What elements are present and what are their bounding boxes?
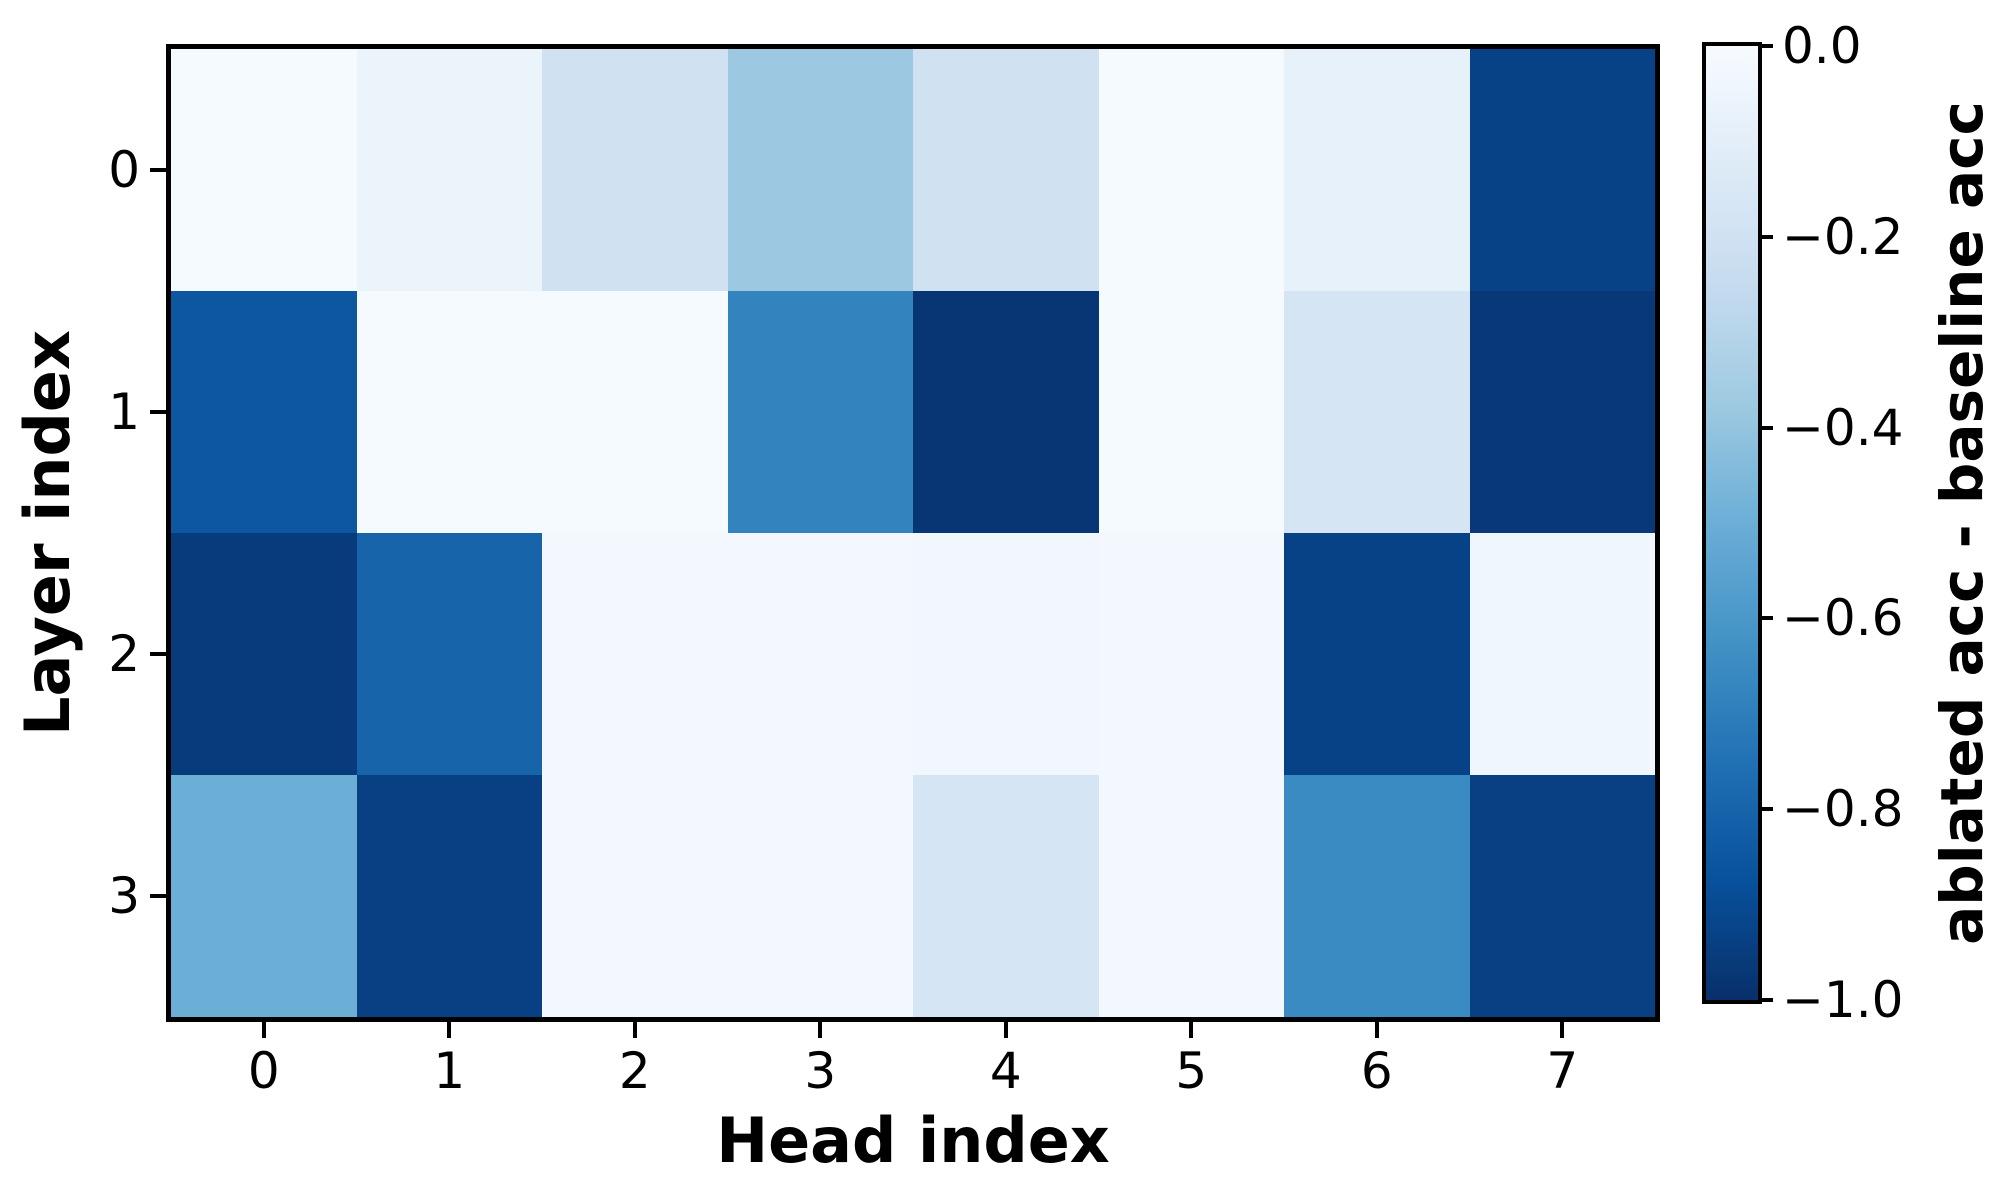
heatmap-cells [171, 49, 1655, 1017]
heatmap-cell [171, 533, 357, 775]
y-tick-mark [150, 652, 166, 656]
colorbar-tick-mark [1758, 234, 1773, 239]
heatmap-cell [1284, 775, 1470, 1017]
y-tick-label: 0 [108, 141, 140, 199]
x-tick-label: 6 [1360, 1042, 1393, 1100]
heatmap-cell [1284, 533, 1470, 775]
heatmap-cell [1469, 533, 1655, 775]
heatmap-cell [1098, 291, 1284, 533]
colorbar-tick-label: −0.8 [1782, 780, 1904, 839]
heatmap-cell [356, 533, 542, 775]
x-tick-mark [1003, 1022, 1008, 1038]
colorbar-tick-label: −0.6 [1782, 589, 1904, 648]
heatmap-cell [1469, 291, 1655, 533]
colorbar-tick-mark [1758, 998, 1773, 1002]
heatmap-cell [171, 775, 357, 1017]
colorbar [1702, 42, 1762, 1004]
heatmap-cell [1284, 49, 1470, 291]
colorbar-tick-mark [1758, 616, 1773, 621]
x-tick-label: 2 [618, 1042, 651, 1100]
x-tick-mark [261, 1022, 266, 1038]
colorbar-tick-mark [1758, 807, 1773, 812]
heatmap-cell [356, 775, 542, 1017]
heatmap-cell [913, 49, 1099, 291]
heatmap-cell [727, 533, 913, 775]
heatmap-cell [542, 291, 728, 533]
colorbar-tick-label: 0.0 [1782, 17, 1862, 75]
x-tick-mark [447, 1022, 452, 1038]
colorbar-tick-mark [1758, 44, 1773, 48]
heatmap-plot-area [166, 44, 1660, 1022]
heatmap-cell [1098, 49, 1284, 291]
heatmap-cell [1469, 49, 1655, 291]
heatmap-cell [1098, 533, 1284, 775]
colorbar-label: ablated acc - baseline acc [1928, 101, 1996, 945]
heatmap-cell [356, 49, 542, 291]
y-tick-label: 1 [108, 383, 140, 441]
heatmap-cell [171, 49, 357, 291]
y-tick-mark [150, 410, 166, 414]
x-tick-mark [818, 1022, 823, 1038]
x-tick-label: 1 [433, 1042, 466, 1100]
y-tick-mark [150, 168, 166, 172]
heatmap-cell [913, 533, 1099, 775]
y-tick-label: 3 [108, 867, 140, 925]
x-tick-label: 4 [989, 1042, 1022, 1100]
x-tick-label: 7 [1546, 1042, 1579, 1100]
x-tick-mark [632, 1022, 637, 1038]
colorbar-tick-label: −0.2 [1782, 207, 1904, 266]
heatmap-cell [1284, 291, 1470, 533]
x-tick-label: 3 [804, 1042, 837, 1100]
colorbar-tick-label: −0.4 [1782, 398, 1904, 457]
x-tick-mark [1189, 1022, 1194, 1038]
heatmap-cell [1098, 775, 1284, 1017]
x-tick-label: 5 [1175, 1042, 1208, 1100]
x-tick-mark [1374, 1022, 1379, 1038]
colorbar-tick-mark [1758, 425, 1773, 430]
heatmap-cell [542, 775, 728, 1017]
heatmap-cell [913, 291, 1099, 533]
heatmap-cell [356, 291, 542, 533]
x-tick-mark [1560, 1022, 1565, 1038]
heatmap-cell [727, 49, 913, 291]
heatmap-cell [542, 533, 728, 775]
heatmap-cell [913, 775, 1099, 1017]
heatmap-cell [1469, 775, 1655, 1017]
x-tick-label: 0 [247, 1042, 280, 1100]
y-tick-label: 2 [108, 625, 140, 683]
heatmap-cell [542, 49, 728, 291]
y-tick-mark [150, 894, 166, 898]
y-axis-label: Layer index [11, 330, 84, 736]
heatmap-cell [727, 775, 913, 1017]
heatmap-cell [727, 291, 913, 533]
x-axis-label: Head index [716, 1104, 1110, 1177]
heatmap-cell [171, 291, 357, 533]
colorbar-tick-label: −1.0 [1782, 971, 1904, 1029]
